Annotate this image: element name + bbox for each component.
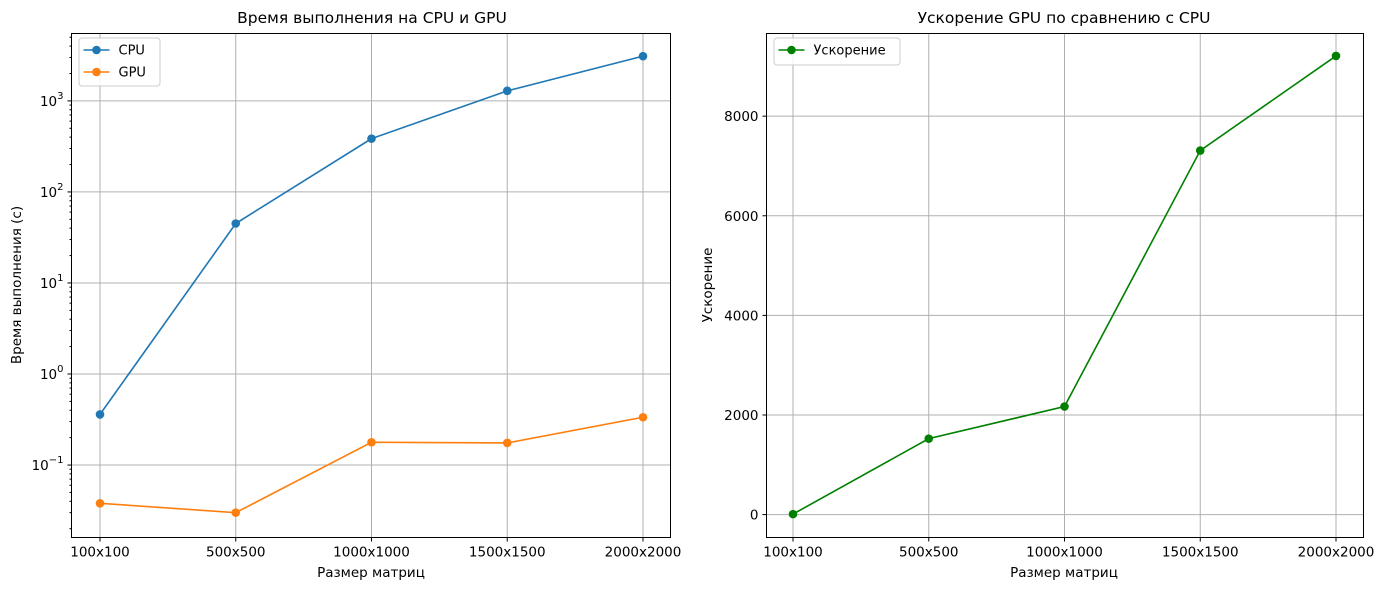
x-tick-label: 100x100 <box>763 545 823 561</box>
y-tick-label: 0 <box>750 508 759 524</box>
data-point <box>502 86 512 96</box>
y-axis-label: Время выполнения (с) <box>9 206 25 364</box>
grid-lines <box>766 33 1364 538</box>
chart-title: Ускорение GPU по сравнению с CPU <box>918 9 1211 27</box>
x-tick-label: 100x100 <box>70 545 130 561</box>
x-tick-label: 500x500 <box>206 545 266 561</box>
x-axis-ticks: 100x100 500x500 1000x1000 1500x1500 2000x200… <box>763 537 1375 561</box>
data-point <box>367 134 376 143</box>
data-point <box>638 51 648 61</box>
series-layer <box>95 51 648 517</box>
data-point <box>638 412 648 422</box>
data-point <box>231 508 241 517</box>
x-tick-label: 2000x2000 <box>605 545 682 561</box>
y-tick-label: 10−1 <box>32 455 64 474</box>
y-tick-label: 2000 <box>724 408 758 424</box>
y-tick-label: 8000 <box>724 109 758 125</box>
data-point <box>924 434 934 443</box>
legend-box <box>773 37 901 66</box>
x-tick-label: 2000x2000 <box>1298 545 1375 561</box>
data-point <box>367 437 376 447</box>
legend: Ускорение <box>773 37 901 66</box>
data-point <box>231 219 241 228</box>
data-point <box>1195 146 1205 155</box>
x-tick-label: 500x500 <box>899 545 959 561</box>
data-point <box>1331 51 1341 61</box>
y-tick-label: 6000 <box>724 209 758 225</box>
speedup-chart: Ускорение GPU по сравнению с CPU 100x100… <box>700 9 1374 581</box>
legend-marker <box>92 45 101 55</box>
data-point <box>1060 402 1069 411</box>
series-layer <box>788 51 1341 519</box>
legend-label: Ускорение <box>814 44 886 59</box>
legend-label: GPU <box>119 66 146 81</box>
x-tick-label: 1500x1500 <box>469 545 546 561</box>
chart-title: Время выполнения на CPU и GPU <box>237 9 507 27</box>
x-tick-label: 1000x1000 <box>333 545 410 561</box>
y-axis-ticks: 10−1 100 101 102 103 <box>32 36 72 530</box>
y-tick-label: 101 <box>40 273 64 292</box>
legend: CPU GPU <box>78 37 161 87</box>
data-point <box>788 509 798 519</box>
y-axis-label: Ускорение <box>700 248 716 323</box>
legend-label: CPU <box>119 44 145 59</box>
x-tick-label: 1500x1500 <box>1162 545 1239 561</box>
x-axis-ticks: 100x100 500x500 1000x1000 1500x1500 2000x200… <box>70 537 682 561</box>
x-axis-label: Размер матриц <box>1010 565 1118 581</box>
x-axis-label: Размер матриц <box>317 565 425 581</box>
grid-lines <box>71 33 671 538</box>
y-tick-label: 4000 <box>724 308 758 324</box>
execution-time-chart: Время выполнения на CPU и GPU 100x100 500… <box>9 9 681 581</box>
data-point <box>95 499 105 508</box>
y-tick-label: 102 <box>40 182 64 201</box>
x-tick-label: 1000x1000 <box>1026 545 1103 561</box>
legend-marker <box>787 45 796 55</box>
data-point <box>95 410 105 419</box>
legend-marker <box>92 67 101 77</box>
y-tick-label: 103 <box>40 91 64 110</box>
data-point <box>502 438 512 448</box>
y-tick-label: 100 <box>40 364 64 383</box>
y-axis-ticks: 0 2000 4000 6000 8000 <box>724 109 767 524</box>
